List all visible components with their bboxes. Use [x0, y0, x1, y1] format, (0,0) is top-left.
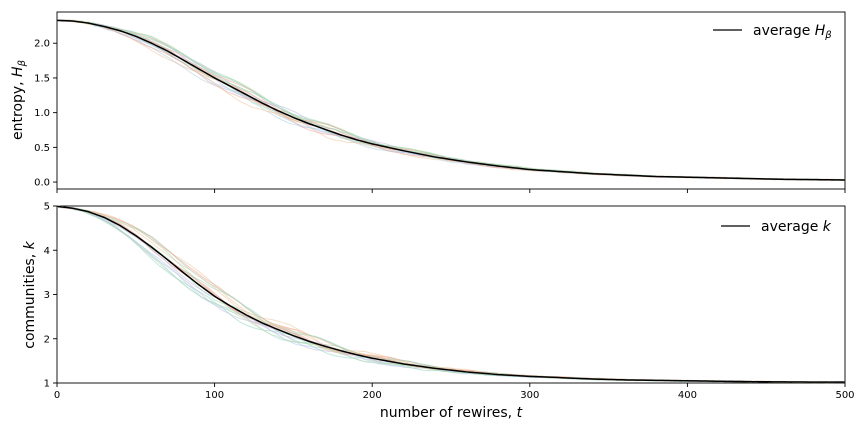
communities-axes-frame [56, 205, 846, 384]
communities-run-line [56, 205, 846, 383]
communities-run-line [56, 206, 846, 384]
x-tick-label: 200 [363, 390, 382, 401]
communities-panel: 1 2 3 4 5 0 100 200 300 400 500 communities, k nu… [22, 202, 855, 422]
communities-run-line [56, 206, 846, 384]
entropy-run-line [56, 19, 846, 181]
communities-y-tick-label: 3 [44, 290, 50, 301]
communities-run-line [56, 205, 846, 383]
communities-run-line [56, 206, 846, 384]
communities-run-line [56, 205, 846, 383]
entropy-run-line [56, 19, 846, 181]
entropy-run-line [56, 20, 846, 182]
entropy-run-line [56, 19, 846, 181]
communities-y-tick-label: 2 [44, 334, 50, 345]
communities-run-line [56, 206, 846, 383]
communities-run-line [56, 205, 846, 384]
entropy-y-ticks: 0.0 0.5 1.0 1.5 2.0 [34, 39, 57, 189]
entropy-run-line [56, 19, 846, 181]
communities-x-ticks: 0 100 200 300 400 500 [54, 383, 855, 401]
communities-run-line [56, 206, 846, 384]
communities-y-tick-label: 5 [44, 202, 50, 213]
entropy-run-line [56, 19, 846, 181]
communities-legend-label: average k [761, 219, 832, 235]
entropy-y-tick-label: 1.0 [34, 108, 50, 119]
entropy-run-line [56, 19, 846, 181]
entropy-run-lines [56, 19, 846, 182]
communities-run-line [56, 206, 846, 383]
entropy-legend-label: average Hβ [753, 23, 832, 41]
entropy-run-line [56, 19, 846, 181]
communities-run-line [56, 206, 846, 384]
communities-run-line [56, 205, 845, 383]
communities-run-lines [56, 205, 846, 384]
entropy-run-line [56, 19, 846, 181]
x-tick-label: 300 [520, 390, 539, 401]
communities-y-ticks: 1 2 3 4 5 [44, 202, 57, 390]
entropy-y-tick-label: 0.5 [34, 143, 50, 154]
entropy-average-line-group [56, 19, 846, 181]
entropy-run-line [56, 19, 846, 181]
communities-y-axis-label: communities, k [22, 240, 38, 348]
entropy-run-line [56, 19, 846, 181]
entropy-x-ticks [56, 189, 846, 193]
entropy-panel: 0.0 0.5 1.0 1.5 2.0 entropy, Hβ average Hβ [10, 11, 846, 193]
entropy-y-tick-label: 1.5 [34, 73, 50, 84]
communities-run-line [56, 206, 845, 383]
entropy-legend: average Hβ [713, 23, 832, 41]
communities-y-tick-label: 4 [44, 246, 50, 257]
communities-average-line [56, 205, 845, 383]
entropy-y-tick-label: 2.0 [34, 39, 50, 50]
entropy-axes-frame [56, 11, 846, 190]
x-tick-label: 500 [835, 390, 854, 401]
entropy-run-line [56, 19, 846, 181]
communities-run-line [56, 206, 846, 383]
entropy-run-line [56, 19, 846, 181]
entropy-y-axis-label: entropy, Hβ [10, 59, 28, 140]
x-tick-label: 400 [678, 390, 697, 401]
communities-average-line-group [56, 205, 845, 383]
entropy-run-line [56, 19, 846, 181]
communities-run-line [56, 205, 846, 383]
x-axis-label: number of rewires, t [380, 405, 523, 421]
entropy-y-tick-label: 0.0 [34, 178, 50, 189]
x-tick-label: 0 [54, 390, 60, 401]
entropy-run-line [56, 20, 846, 181]
entropy-run-line [56, 19, 846, 181]
communities-legend: average k [721, 219, 832, 235]
entropy-average-line [56, 19, 846, 181]
communities-run-line [56, 206, 846, 384]
communities-y-tick-label: 1 [44, 379, 50, 390]
x-tick-label: 100 [205, 390, 224, 401]
